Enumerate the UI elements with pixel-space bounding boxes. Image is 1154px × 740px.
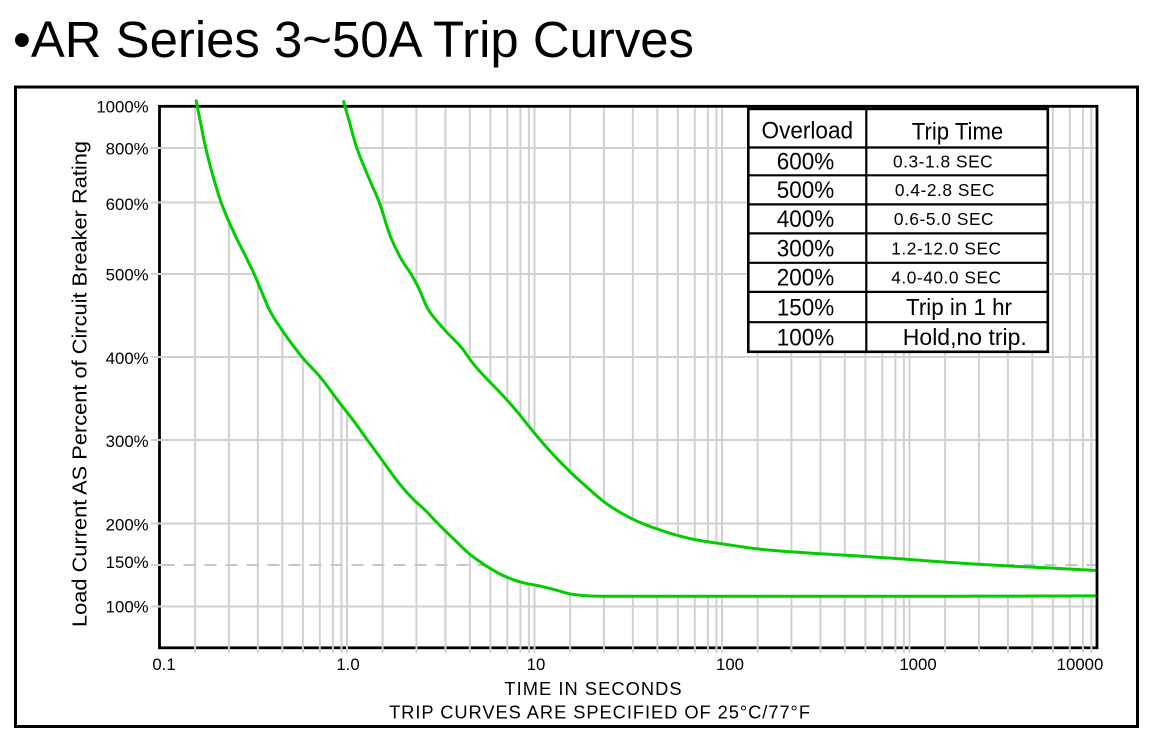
- svg-text:10000: 10000: [1057, 655, 1104, 674]
- svg-text:0.3-1.8 SEC: 0.3-1.8 SEC: [893, 152, 993, 172]
- svg-text:400%: 400%: [777, 206, 835, 233]
- svg-text:150%: 150%: [106, 553, 149, 572]
- svg-text:200%: 200%: [106, 515, 149, 534]
- svg-text:600%: 600%: [777, 149, 835, 176]
- svg-text:400%: 400%: [106, 349, 149, 368]
- svg-text:Load Current AS Percent of Cir: Load Current AS Percent of Circuit Break…: [69, 141, 92, 627]
- svg-text:800%: 800%: [106, 139, 149, 158]
- svg-text:200%: 200%: [777, 265, 835, 292]
- svg-text:600%: 600%: [106, 195, 149, 214]
- svg-text:10: 10: [527, 655, 546, 674]
- svg-text:Hold,no trip.: Hold,no trip.: [903, 324, 1027, 350]
- svg-text:0.1: 0.1: [152, 655, 175, 674]
- svg-text:Overload: Overload: [762, 117, 854, 144]
- svg-text:1.2-12.0 SEC: 1.2-12.0 SEC: [891, 238, 1001, 258]
- svg-text:TIME IN SECONDS: TIME IN SECONDS: [504, 678, 682, 699]
- svg-text:100%: 100%: [777, 324, 835, 351]
- svg-text:•AR Series 3~50A Trip Curves: •AR Series 3~50A Trip Curves: [13, 11, 694, 68]
- svg-text:Trip Time: Trip Time: [912, 119, 1004, 146]
- svg-text:1.0: 1.0: [336, 655, 359, 674]
- svg-text:150%: 150%: [777, 294, 835, 321]
- svg-text:300%: 300%: [777, 235, 835, 262]
- svg-text:500%: 500%: [106, 265, 149, 284]
- svg-text:500%: 500%: [777, 177, 835, 204]
- svg-text:TRIP CURVES ARE SPECIFIED OF 2: TRIP CURVES ARE SPECIFIED OF 25°C/77°F: [389, 702, 811, 723]
- svg-text:4.0-40.0 SEC: 4.0-40.0 SEC: [891, 268, 1001, 288]
- svg-text:1000%: 1000%: [96, 98, 148, 117]
- svg-text:1000: 1000: [899, 655, 936, 674]
- svg-text:Trip in 1 hr: Trip in 1 hr: [906, 294, 1012, 320]
- svg-text:100%: 100%: [106, 597, 149, 616]
- svg-text:0.6-5.0 SEC: 0.6-5.0 SEC: [894, 209, 994, 229]
- svg-text:0.4-2.8 SEC: 0.4-2.8 SEC: [895, 180, 995, 200]
- svg-text:300%: 300%: [106, 432, 149, 451]
- svg-text:100: 100: [716, 655, 744, 674]
